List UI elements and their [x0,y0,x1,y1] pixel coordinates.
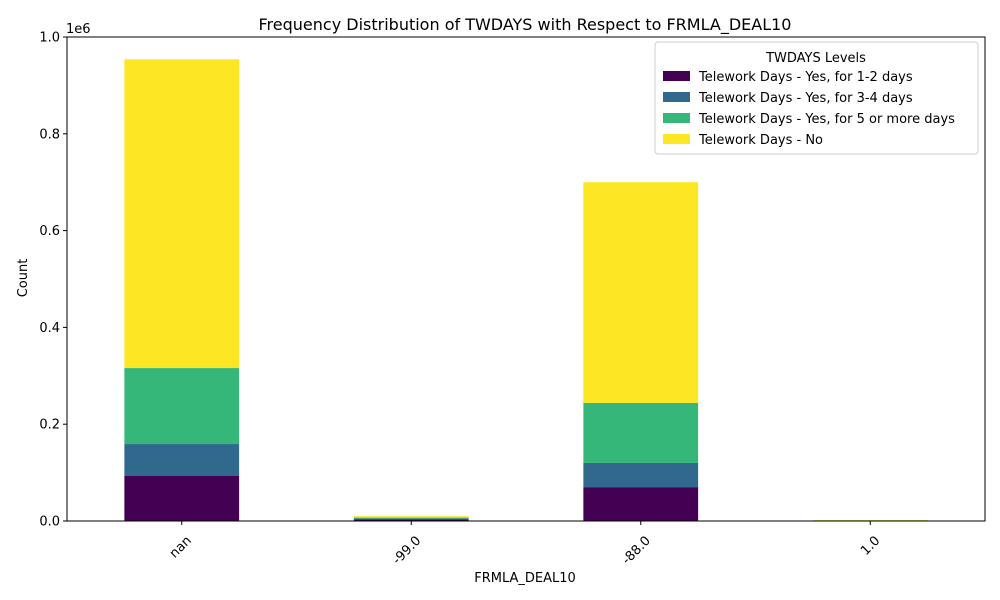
legend-title: TWDAYS Levels [765,51,866,66]
bar-segment [353,517,469,519]
bar-segment [124,444,240,476]
y-tick-label: 0.4 [39,321,60,336]
y-tick-label: 0.6 [39,224,60,239]
plot-area [66,36,986,522]
legend-label: Telework Days - Yes, for 3-4 days [698,91,913,106]
axes-frame [66,36,986,522]
y-axis-title: Count [16,259,31,298]
bar-segment [353,516,469,518]
chart-title: Frequency Distribution of TWDAYS with Re… [259,15,792,35]
legend-swatch [663,113,690,123]
bar-segment [583,462,699,488]
x-tick-label: nan [167,533,195,561]
x-axis: nan -99.0 -88.0 1.0 [167,521,883,568]
y-tick-label: 0.8 [39,127,60,142]
legend-swatch [663,134,690,144]
legend-label: Telework Days - No [698,133,823,148]
legend-label: Telework Days - Yes, for 5 or more days [698,112,955,127]
legend-frame [654,41,979,155]
x-axis-title: FRMLA_DEAL10 [474,571,576,586]
bar-segment [124,368,240,445]
bar-segment [583,487,699,521]
bar-segment [583,402,699,463]
bar-segment [124,59,240,369]
legend-label: Telework Days - Yes, for 1-2 days [698,70,913,85]
legend-swatch [663,92,690,102]
x-tick-label: -99.0 [390,533,424,567]
y-tick-label: 1.0 [39,31,60,46]
legend: TWDAYS Levels Telework Days - Yes, for 1… [654,41,979,155]
x-tick-label: -88.0 [619,533,653,567]
legend-swatch [663,71,690,81]
y-tick-label: 0.2 [39,418,60,433]
bar-segment [353,518,469,520]
y-axis: 0.0 0.2 0.4 0.6 0.8 1.0 [39,31,67,530]
bar-segment [124,475,240,521]
x-tick-label: 1.0 [858,533,883,558]
y-scale-label: 1e6 [66,22,91,37]
bar-segment [353,519,469,521]
bar-segment [583,182,699,403]
y-tick-label: 0.0 [39,515,60,530]
